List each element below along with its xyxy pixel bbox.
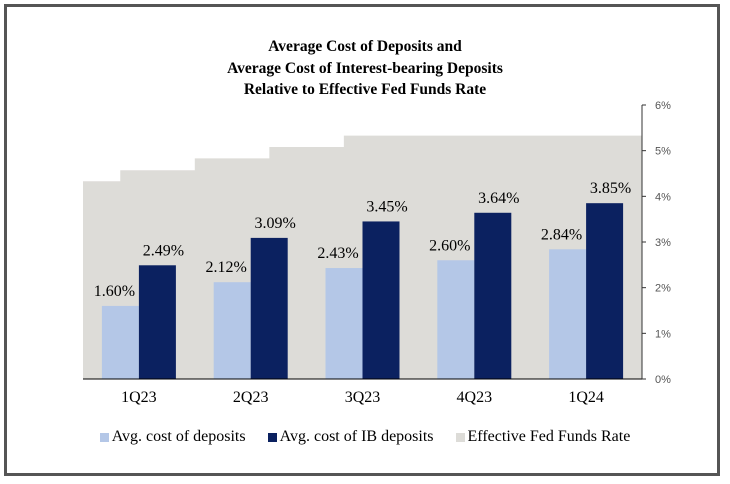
bar-ib-deposits xyxy=(362,221,400,379)
bar-deposits xyxy=(437,260,475,379)
data-label: 2.12% xyxy=(206,259,247,276)
x-tick-label: 3Q23 xyxy=(345,389,381,406)
legend-swatch xyxy=(267,432,277,442)
legend-swatch xyxy=(455,432,465,442)
legend: Avg. cost of deposits Avg. cost of IB de… xyxy=(0,428,730,446)
bar-ib-deposits xyxy=(474,212,512,379)
x-tick-label: 2Q23 xyxy=(233,389,269,406)
chart-title: Average Cost of Deposits and Average Cos… xyxy=(0,36,730,101)
y-tick-label: 3% xyxy=(655,237,671,249)
title-line-1: Average Cost of Deposits and xyxy=(268,38,462,55)
legend-item-effr: Effective Fed Funds Rate xyxy=(455,428,631,446)
bar-deposits xyxy=(101,305,139,379)
bar-ib-deposits xyxy=(250,237,288,379)
data-label: 2.84% xyxy=(541,226,582,243)
bar-ib-deposits xyxy=(586,203,624,379)
y-tick-label: 2% xyxy=(655,283,671,295)
y-tick-label: 6% xyxy=(655,100,671,112)
bar-deposits xyxy=(325,268,363,379)
data-label: 1.60% xyxy=(94,283,135,300)
data-label: 3.09% xyxy=(255,215,296,232)
y-tick-label: 5% xyxy=(655,146,671,158)
bar-ib-deposits xyxy=(138,265,176,379)
legend-label: Effective Fed Funds Rate xyxy=(467,428,631,445)
legend-item-deposits: Avg. cost of deposits xyxy=(99,428,246,446)
legend-label: Avg. cost of deposits xyxy=(111,428,246,445)
y-tick-label: 1% xyxy=(655,328,671,340)
y-tick-label: 4% xyxy=(655,191,671,203)
legend-swatch xyxy=(99,432,109,442)
legend-label: Avg. cost of IB deposits xyxy=(279,428,434,445)
title-line-2: Average Cost of Interest-bearing Deposit… xyxy=(227,59,503,77)
data-label: 3.85% xyxy=(590,180,631,197)
data-label: 2.43% xyxy=(317,245,358,262)
title-line-3: Relative to Effective Fed Funds Rate xyxy=(243,81,487,98)
data-label: 3.45% xyxy=(366,198,407,215)
data-label: 2.49% xyxy=(143,242,184,259)
legend-item-ib-deposits: Avg. cost of IB deposits xyxy=(267,428,434,446)
x-tick-label: 4Q23 xyxy=(457,389,493,406)
data-label: 2.60% xyxy=(429,237,470,254)
data-label: 3.64% xyxy=(478,190,519,207)
bar-deposits xyxy=(213,282,251,379)
x-tick-label: 1Q24 xyxy=(568,389,604,406)
x-tick-label: 1Q23 xyxy=(121,389,157,406)
y-tick-label: 0% xyxy=(655,374,671,386)
bar-deposits xyxy=(549,249,587,379)
